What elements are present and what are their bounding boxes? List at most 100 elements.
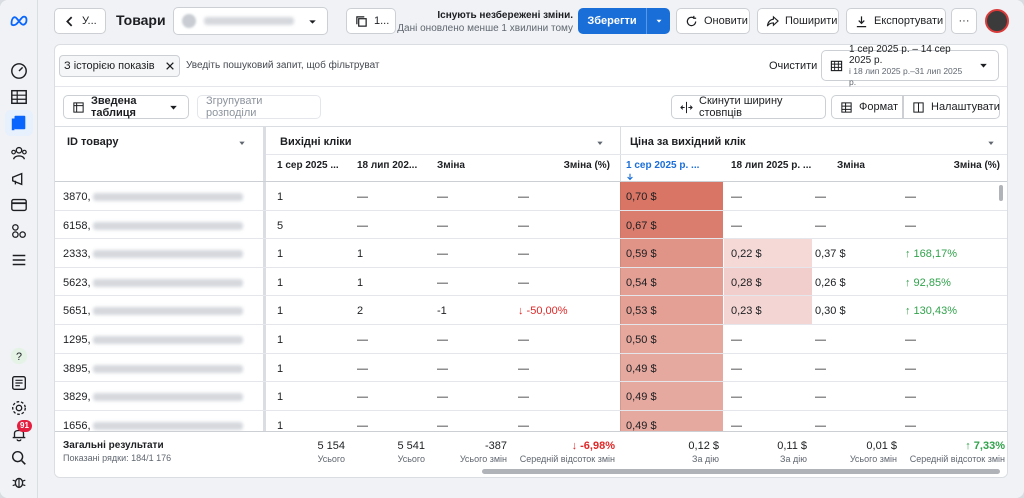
cell-col-4: —	[518, 419, 529, 432]
save-dropdown-button[interactable]	[646, 8, 670, 34]
news-icon[interactable]	[9, 373, 29, 393]
product-id-text: 5623	[63, 276, 88, 289]
table-row[interactable]: 3829, 1 — — — 0,49 $ — — —	[55, 382, 1007, 411]
id-column-header[interactable]: ID товару	[67, 136, 119, 148]
user-avatar[interactable]	[985, 9, 1009, 33]
subheader-6[interactable]: 18 лип 2025 р. ...	[731, 160, 812, 171]
table-row[interactable]: 3870, 1 — — — 0,70 $ — — —	[55, 182, 1007, 211]
product-id-text: 3829	[63, 391, 88, 404]
filter-chip[interactable]: З історією показів	[59, 55, 180, 77]
share-icon	[766, 15, 779, 26]
subheader-4[interactable]: Зміна (%)	[563, 160, 610, 171]
subheader-8[interactable]: Зміна (%)	[953, 160, 1000, 171]
back-button[interactable]: У...	[54, 8, 106, 34]
horizontal-scrollbar[interactable]	[482, 469, 1000, 474]
search-icon[interactable]	[9, 448, 29, 468]
accounts-count-button[interactable]: 1...	[346, 8, 396, 34]
total-label: Усього	[397, 454, 425, 464]
export-button[interactable]: Експортувати	[846, 8, 946, 34]
view-select[interactable]: Зведена таблиця	[63, 95, 189, 119]
outbound-clicks-header[interactable]: Вихідні кліки	[280, 136, 352, 148]
product-id[interactable]: 2333,	[63, 248, 243, 260]
more-button[interactable]: ···	[951, 8, 977, 34]
save-button[interactable]: Зберегти	[587, 15, 637, 27]
subheader-5[interactable]: 1 сер 2025 р. ...	[626, 160, 700, 171]
product-id[interactable]: 5651,	[63, 305, 243, 317]
cell-col-3: —	[437, 276, 448, 289]
cost-per-click-header[interactable]: Ціна за вихідний клік	[630, 136, 746, 148]
share-button[interactable]: Поширити	[757, 8, 839, 34]
table-row[interactable]: 2333, 1 1 — — 0,59 $ 0,22 $ 0,37 $ ↑ 168,17%	[55, 239, 1007, 268]
catalog-icon[interactable]	[5, 110, 33, 136]
total-value: 0,12 $	[688, 440, 719, 452]
product-id-text: 3895	[63, 362, 88, 375]
cell-col-5: 0,59 $	[626, 248, 657, 261]
table-icon[interactable]	[9, 87, 29, 107]
search-input[interactable]: Уведіть пошуковий запит, щоб фільтруват	[186, 60, 380, 71]
product-id[interactable]: 1295,	[63, 334, 243, 346]
table-row[interactable]: 1295, 1 — — — 0,50 $ — — —	[55, 325, 1007, 354]
date-range-picker[interactable]: 1 сер 2025 р. – 14 сер 2025 р. і 18 лип 2…	[821, 45, 999, 87]
product-name-blurred	[92, 221, 243, 230]
megaphone-icon[interactable]	[9, 169, 29, 189]
table-row[interactable]: 5623, 1 1 — — 0,54 $ 0,28 $ 0,26 $ ↑ 92,85%	[55, 267, 1007, 297]
row-divider	[55, 323, 1007, 325]
cell-col-6: —	[731, 391, 742, 404]
cell-col-6: 0,23 $	[731, 305, 762, 318]
caret-down-icon[interactable]	[987, 139, 995, 147]
top-bar: У... Товари 1... Існують незбережені змі…	[38, 0, 1024, 42]
clear-button[interactable]: Очистити	[769, 60, 818, 72]
sort-down-icon[interactable]	[626, 173, 634, 181]
header-divider	[266, 154, 1007, 155]
save-split-button: Зберегти	[578, 8, 670, 34]
cell-col-6: —	[731, 191, 742, 203]
heatmap-cell	[620, 182, 723, 211]
product-id[interactable]: 3895,	[63, 363, 243, 375]
cell-col-6: —	[731, 334, 742, 346]
settings-gear-icon[interactable]	[9, 398, 29, 418]
account-select[interactable]	[173, 7, 328, 35]
table-row[interactable]: 3895, 1 — — — 0,49 $ — — —	[55, 353, 1007, 383]
product-id[interactable]: 1656,	[63, 420, 243, 432]
cell-col-1: 1	[277, 276, 284, 289]
cell-col-6: —	[731, 219, 742, 232]
product-name-blurred	[92, 307, 243, 316]
close-icon[interactable]	[165, 61, 175, 71]
refresh-button[interactable]: Оновити	[676, 8, 750, 34]
total-value: 0,01 $	[866, 440, 897, 452]
cell-col-7: —	[815, 334, 826, 346]
subheader-3[interactable]: Зміна	[436, 160, 465, 171]
product-id[interactable]: 3870,	[63, 191, 243, 203]
subheader-7[interactable]: Зміна	[836, 160, 865, 171]
caret-down-icon[interactable]	[238, 139, 246, 147]
subheader-1[interactable]: 1 сер 2025 ...	[277, 160, 339, 171]
product-id[interactable]: 3829,	[63, 391, 243, 403]
download-icon	[856, 15, 867, 27]
audience-icon[interactable]	[9, 143, 29, 163]
caret-down-icon[interactable]	[596, 139, 604, 147]
cell-col-3: —	[437, 191, 448, 203]
group-breakdowns-button[interactable]: Згрупувати розподіли	[197, 95, 321, 119]
vertical-scrollbar[interactable]	[999, 185, 1003, 201]
table-row[interactable]: 6158, 5 — — — 0,67 $ — — —	[55, 210, 1007, 240]
product-name-blurred	[92, 278, 243, 287]
cell-col-2: 1	[357, 276, 364, 289]
integrations-icon[interactable]	[9, 221, 29, 241]
format-button[interactable]: Формат	[831, 95, 903, 119]
bug-icon[interactable]	[9, 472, 29, 492]
format-grid-icon	[841, 101, 852, 113]
table-row[interactable]: 5651, 1 2 -1 ↓ -50,00% 0,53 $ 0,23 $ 0,30 $ ↑ 13…	[55, 296, 1007, 325]
meta-logo-icon[interactable]	[9, 10, 29, 30]
cell-col-6: —	[731, 362, 742, 375]
customize-button[interactable]: Налаштувати	[903, 95, 1000, 119]
product-id[interactable]: 6158,	[63, 220, 243, 232]
reset-width-button[interactable]: Скинути ширину стовпців	[671, 95, 826, 119]
product-id[interactable]: 5623,	[63, 277, 243, 289]
menu-icon[interactable]	[9, 250, 29, 270]
dashboard-icon[interactable]	[9, 61, 29, 81]
cell-col-8: —	[905, 419, 916, 432]
subheader-2[interactable]: 18 лип 202...	[357, 160, 418, 171]
help-icon[interactable]: ?	[9, 346, 29, 366]
cell-col-4: —	[518, 191, 529, 203]
billing-icon[interactable]	[9, 195, 29, 215]
